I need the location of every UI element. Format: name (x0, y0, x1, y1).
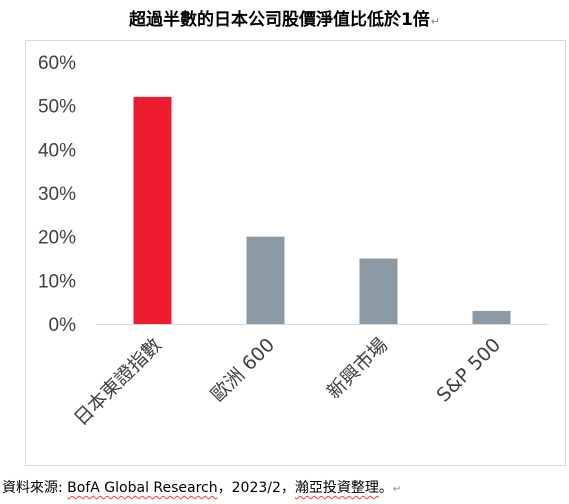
bar (359, 258, 398, 324)
chart-title: 超過半數的日本公司股價淨值比低於1倍↵ (0, 5, 569, 30)
chart-area (25, 40, 566, 466)
bars (133, 96, 511, 324)
y-tick-label: 10% (38, 271, 76, 292)
y-tick-label: 30% (38, 184, 76, 205)
x-tick-label: 歐洲 600 (207, 334, 279, 406)
y-tick-label: 20% (38, 228, 76, 249)
paragraph-mark-icon: ↵ (392, 484, 402, 495)
y-tick-label: 40% (38, 140, 76, 161)
bar (246, 236, 285, 324)
y-tick-label: 0% (49, 315, 77, 336)
source-suffix: 。 (378, 480, 393, 496)
x-axis: 日本東證指數 歐洲 600 新興市場 S&P 500 (70, 334, 505, 430)
y-tick-label: 60% (38, 53, 76, 74)
bar (472, 310, 511, 324)
source-date: ，2023/2， (217, 480, 295, 496)
y-axis: 0% 10% 20% 30% 40% 50% 60% (38, 53, 76, 336)
paragraph-mark-icon: ↵ (430, 15, 441, 28)
source-author: 瀚亞投資整理 (294, 480, 379, 496)
x-tick-label: S&P 500 (432, 334, 505, 407)
y-tick-label: 50% (38, 97, 76, 118)
chart-title-text: 超過半數的日本公司股價淨值比低於1倍 (128, 10, 430, 30)
source-name: BofA Global Research (67, 480, 218, 496)
x-tick-label: 新興市場 (323, 334, 392, 403)
source-note: 資料來源: BofA Global Research，2023/2，瀚亞投資整理… (2, 477, 401, 497)
bar (133, 96, 172, 324)
source-prefix: 資料來源: (2, 480, 68, 496)
x-tick-label: 日本東證指數 (70, 334, 166, 430)
bar-chart: 0% 10% 20% 30% 40% 50% 60% 日本東證指數 歐洲 600 新興市場 S&P… (38, 53, 548, 430)
